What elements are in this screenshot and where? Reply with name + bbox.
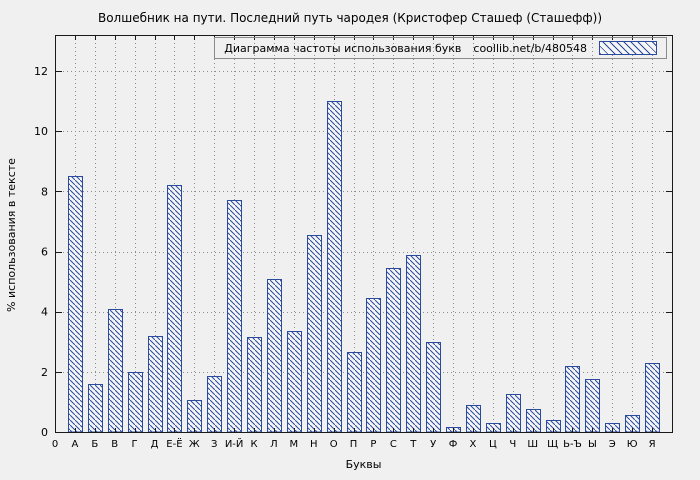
bar — [426, 342, 441, 433]
x-tick-label: Ш — [527, 439, 538, 450]
x-tick-label: Р — [370, 439, 376, 450]
x-axis-label: Буквы — [345, 458, 382, 471]
bar — [207, 376, 222, 433]
x-tick-label: К — [250, 439, 257, 450]
x-tick-label: М — [290, 439, 299, 450]
bar — [187, 400, 202, 433]
bar — [585, 379, 600, 433]
legend-label: Диаграмма частоты использования букв — [224, 41, 462, 55]
x-tick-label: Я — [649, 439, 656, 450]
y-tick-label: 12 — [34, 65, 48, 78]
x-tick-label: Ы — [588, 439, 597, 450]
chart-title: Волшебник на пути. Последний путь чароде… — [97, 11, 603, 25]
x-tick-label: С — [390, 439, 397, 450]
bar — [148, 336, 163, 433]
x-tick-label: Т — [409, 439, 417, 450]
bar — [287, 331, 302, 433]
x-tick-label: У — [430, 439, 436, 450]
bar — [645, 363, 660, 433]
bar — [565, 366, 580, 433]
x-tick-label: Щ — [547, 439, 558, 450]
y-tick-label: 8 — [41, 185, 48, 198]
x-tick-label: В — [111, 439, 118, 450]
x-tick-label: З — [211, 439, 217, 450]
bar — [247, 337, 262, 433]
x-tick-label: Л — [270, 439, 278, 450]
x-tick-label: Е-Ё — [166, 437, 182, 450]
bar — [227, 200, 242, 433]
x-tick-label: Б — [91, 439, 98, 450]
legend-url: coollib.net/b/480548 — [473, 41, 587, 55]
x-tick-label: Ж — [189, 439, 200, 450]
bar — [386, 268, 401, 433]
bar — [307, 235, 322, 433]
bar — [88, 384, 103, 433]
x-tick-label: Ц — [489, 439, 497, 450]
y-tick-label: 4 — [41, 306, 48, 319]
x-tick-label: П — [350, 439, 358, 450]
legend-swatch — [599, 41, 657, 55]
x-tick-label: Д — [151, 439, 159, 450]
x-tick-label: О — [330, 439, 338, 450]
bar — [327, 101, 342, 433]
legend: Диаграмма частоты использования букв coo… — [214, 37, 667, 59]
x-tick-label: Ф — [449, 439, 458, 450]
x-tick-label: Ч — [509, 439, 516, 450]
y-tick-label: 0 — [41, 426, 48, 439]
bar — [128, 372, 143, 433]
y-axis-label: % использования в тексте — [5, 158, 18, 312]
plot-area: А Б В Г Д Е-Ё Ж З И-Й К Л М Н О П Р С Т У Ф Х Ц Ч Ш Щ Ь-Ъ Ы Э Ю Я 00 2 4… — [34, 35, 673, 450]
bar — [108, 309, 123, 433]
bar — [267, 279, 282, 433]
bar — [167, 185, 182, 433]
x-tick-label: Н — [310, 439, 318, 450]
x-tick-label: Г — [132, 439, 138, 450]
x-origin-label: 0 — [52, 439, 58, 450]
y-tick-label: 10 — [34, 125, 48, 138]
x-tick-label: И-Й — [225, 437, 244, 450]
bar — [366, 298, 381, 433]
x-tick-label: Э — [609, 439, 616, 450]
bar — [506, 394, 521, 433]
bar — [68, 176, 83, 433]
plot-border — [55, 35, 673, 433]
x-tick-label: А — [71, 439, 78, 450]
bar — [406, 255, 421, 433]
y-tick-label: 6 — [41, 246, 48, 259]
bar — [347, 352, 362, 433]
x-tick-label: Х — [470, 439, 477, 450]
x-tick-label: Ь-Ъ — [563, 439, 582, 450]
y-tick-label: 2 — [41, 366, 48, 379]
x-tick-label: Ю — [627, 439, 638, 450]
